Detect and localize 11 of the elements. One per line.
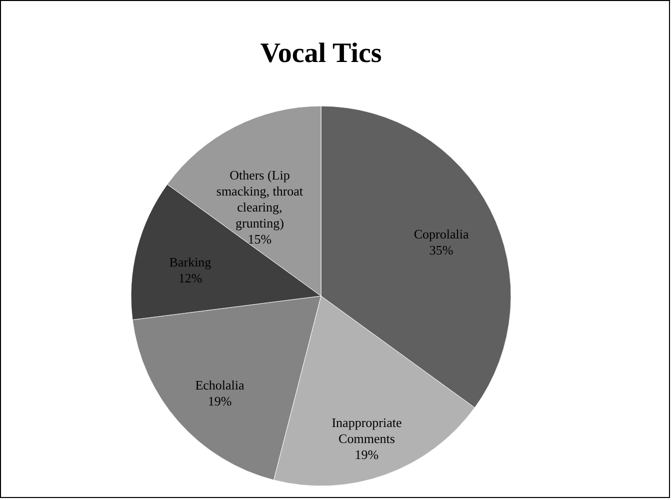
data-label: 19% <box>208 393 232 408</box>
slice-label: Barking <box>169 254 212 270</box>
slice-label: Others (Lip smacking, throat clearing, grunting) <box>216 168 304 231</box>
data-label: 12% <box>178 270 202 286</box>
data-label: 15% <box>248 232 272 247</box>
slice-label: Coprolalia <box>414 226 469 242</box>
data-label: 35% <box>429 242 454 258</box>
chart-title: Vocal Tics <box>260 38 382 69</box>
slice-label: Inappropriate Comments <box>332 415 402 446</box>
data-label: 19% <box>354 447 379 462</box>
slice-label: Echolalia <box>195 377 245 392</box>
